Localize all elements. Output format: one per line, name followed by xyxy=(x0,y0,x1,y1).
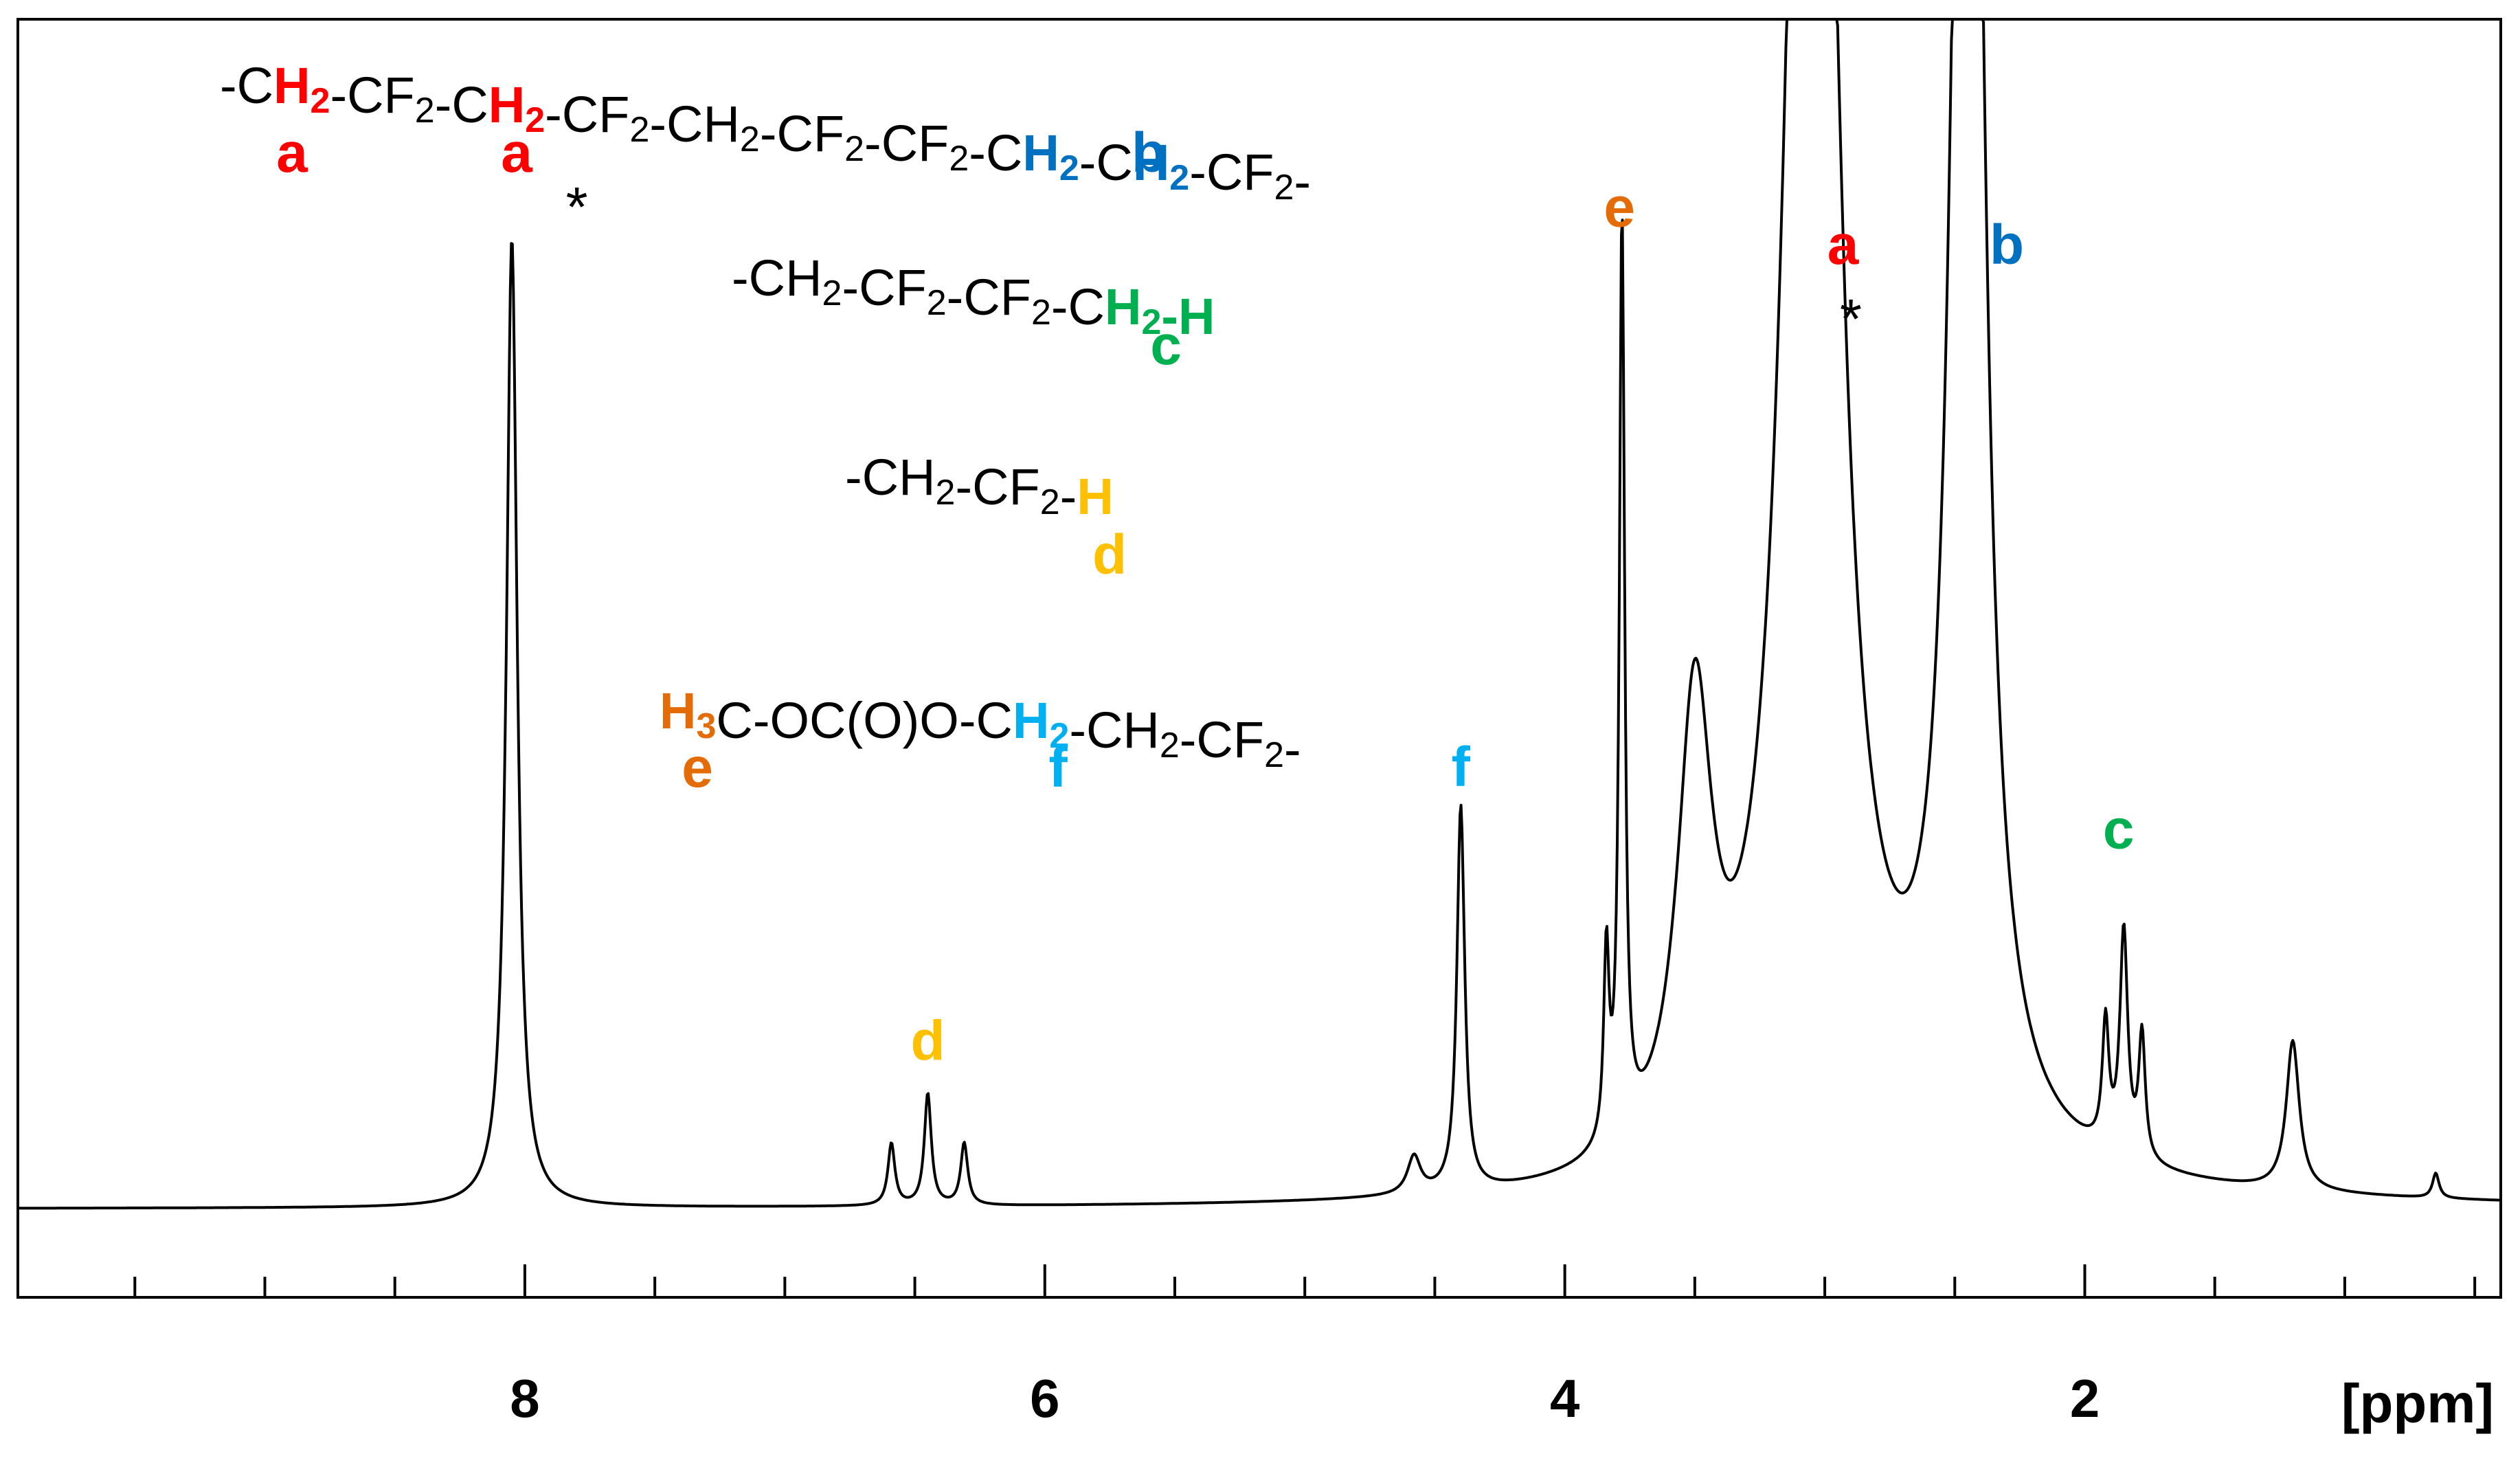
formula-segment: H xyxy=(1022,124,1059,181)
structure-formula: -CH2-CF2-CF2-CH2-H xyxy=(732,249,1215,345)
formula-segment: -CH xyxy=(649,96,740,153)
formula-segment: -CF xyxy=(955,458,1039,515)
formula-segment: 3 xyxy=(696,706,716,746)
formula-segment: -C xyxy=(435,76,488,133)
formula-segment: 2 xyxy=(1169,158,1189,198)
tick-label: 2 xyxy=(2070,1368,2100,1429)
formula-segment: 2 xyxy=(1264,735,1284,775)
structure-label-d: d xyxy=(1092,524,1127,586)
structure-formula: -CH2-CF2-CH2-CF2-CH2-CF2-CF2-CH2-CH2-CF2… xyxy=(220,57,1311,210)
formula-segment: - xyxy=(1060,468,1077,525)
formula-segment: 2 xyxy=(629,110,649,150)
formula-segment: H xyxy=(660,682,696,739)
formula-segment: -CF xyxy=(760,105,844,162)
formula-segment: 2 xyxy=(1141,302,1161,342)
structure-label-b: b xyxy=(1132,122,1166,184)
structure-label-c: c xyxy=(1150,314,1182,377)
formula-segment: 2 xyxy=(1049,716,1069,756)
peak-label-a: a xyxy=(1827,214,1860,276)
tick-label: 6 xyxy=(1030,1368,1059,1429)
formula-segment: 2 xyxy=(844,129,864,169)
structure-formula: -CH2-CF2-H xyxy=(845,449,1114,525)
formula-segment: H xyxy=(273,57,310,114)
spectrum-line xyxy=(17,18,2501,1210)
formula-segment: H xyxy=(488,76,525,133)
formula-segment: -CF xyxy=(842,259,926,316)
formula-segment: 2 xyxy=(1040,482,1060,522)
peak-label-b: b xyxy=(1990,214,2024,276)
peak-asterisk: * xyxy=(1840,289,1862,351)
formula-segment: H xyxy=(1077,468,1113,525)
formula-segment: H xyxy=(1013,692,1049,749)
peak-label-c: c xyxy=(2103,798,2135,861)
formula-segment: 2 xyxy=(1031,293,1051,333)
peak-label-e: e xyxy=(1604,177,1635,239)
formula-segment: -C xyxy=(1051,278,1105,335)
plot-frame xyxy=(16,18,2502,1299)
formula-segment: H xyxy=(1105,278,1141,335)
peak-asterisks: ** xyxy=(566,177,1862,351)
tick-label: 4 xyxy=(1550,1368,1579,1429)
x-axis-unit-label: [ppm] xyxy=(2341,1373,2494,1434)
formula-segment: -C xyxy=(220,57,273,114)
formula-segment: 2 xyxy=(740,120,760,159)
peak-labels: a b c d e f xyxy=(910,177,2134,1073)
formula-segment: -C xyxy=(1079,134,1133,191)
peak-label-f: f xyxy=(1452,736,1471,798)
formula-segment: 2 xyxy=(822,273,842,313)
tick-label: 8 xyxy=(510,1368,539,1429)
formula-segment: C-OC(O)O-C xyxy=(716,692,1013,749)
formula-segment: 2 xyxy=(949,139,969,179)
x-axis-tick-labels: 8 6 4 2 xyxy=(510,1368,2100,1429)
formula-segment: -CF xyxy=(864,115,949,172)
formula-segment: 2 xyxy=(525,100,545,140)
peak-asterisk: * xyxy=(566,177,588,239)
structure-label-e: e xyxy=(682,737,713,799)
formula-segment: 2 xyxy=(936,473,956,513)
formula-segment: 2 xyxy=(415,91,435,131)
formula-segment: 2 xyxy=(311,81,330,121)
formula-segment: -CF xyxy=(1189,144,1274,201)
structure-formulas: -CH2-CF2-CH2-CF2-CH2-CF2-CF2-CH2-CH2-CF2… xyxy=(220,57,1311,799)
structure-label-a: a xyxy=(501,122,533,184)
formula-segment: 2 xyxy=(1160,726,1180,765)
formula-segment: 2 xyxy=(1274,168,1294,208)
formula-segment: -CF xyxy=(1180,711,1264,768)
formula-segment: - xyxy=(1294,153,1311,210)
formula-segment: -CH xyxy=(1069,702,1160,759)
formula-segment: -H xyxy=(1161,288,1215,345)
formula-segment: 2 xyxy=(1059,148,1079,188)
x-axis-ticks xyxy=(133,1264,2477,1297)
structure-formula: H3C-OC(O)O-CH2-CH2-CF2- xyxy=(660,682,1301,778)
structure-label-f: f xyxy=(1048,737,1068,799)
formula-segment: - xyxy=(1284,721,1301,778)
formula-segment: H xyxy=(1133,134,1169,191)
formula-segment: -CH xyxy=(732,249,822,306)
formula-segment: -CF xyxy=(330,67,414,124)
formula-segment: 2 xyxy=(927,283,947,323)
formula-segment: -CF xyxy=(545,86,629,143)
peak-label-d: d xyxy=(910,1009,945,1072)
formula-segment: -CH xyxy=(845,449,936,506)
formula-segment: -C xyxy=(969,124,1022,181)
structure-label-a: a xyxy=(276,122,308,184)
formula-segment: -CF xyxy=(947,269,1031,326)
